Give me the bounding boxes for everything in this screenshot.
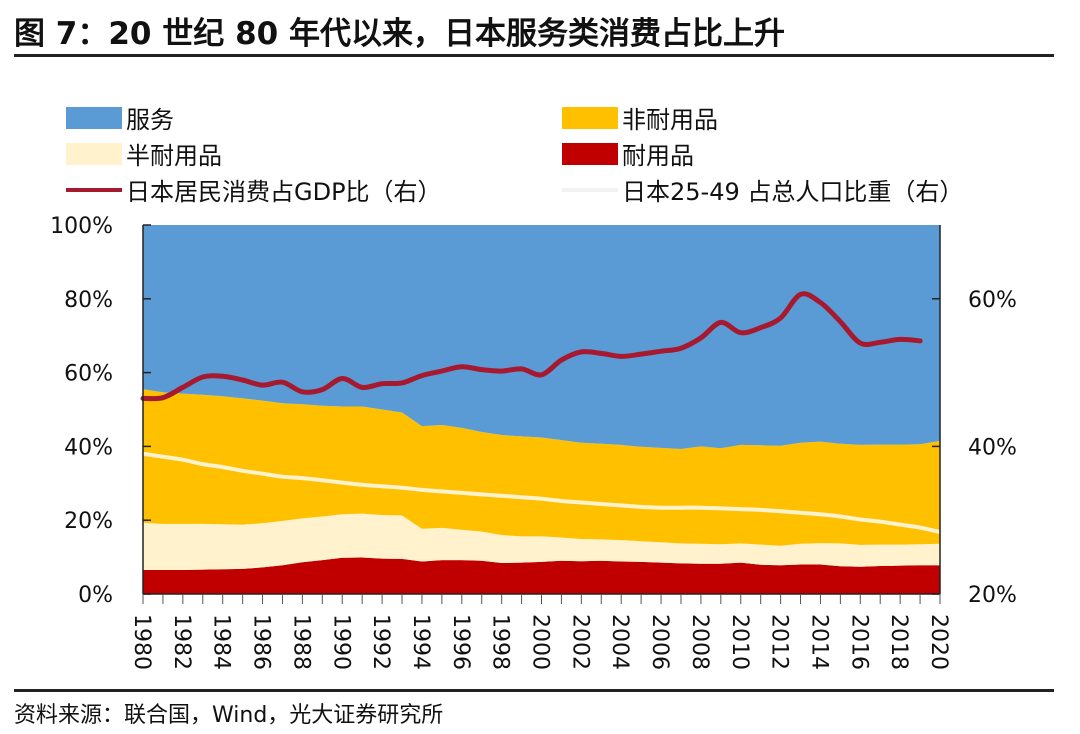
x-tick-label: 1998 — [488, 614, 513, 670]
x-tick-label: 1988 — [288, 614, 313, 670]
legend-label-nondurables: 非耐用品 — [622, 106, 718, 134]
legend-item-age-25-49: 日本25-49 占总人口比重（右） — [562, 172, 963, 207]
left-tick-label: 60% — [64, 362, 113, 387]
x-tick-label: 2008 — [687, 614, 712, 670]
legend-item-semidurables: 半耐用品 — [66, 136, 222, 171]
legend-item-consumption-gdp: 日本居民消费占GDP比（右） — [66, 172, 442, 207]
legend-item-durables: 耐用品 — [562, 136, 694, 171]
legend: 服务 非耐用品 半耐用品 耐用品 日本居民消费占GDP比（右） 日本25-49 … — [62, 96, 1042, 206]
legend-label-consumption-gdp: 日本居民消费占GDP比（右） — [126, 178, 442, 206]
x-tick-label: 2004 — [607, 614, 632, 670]
legend-item-services: 服务 — [66, 100, 174, 135]
x-tick-label: 1986 — [249, 614, 274, 670]
legend-item-nondurables: 非耐用品 — [562, 100, 718, 135]
source-divider — [14, 689, 1054, 692]
x-tick-label: 2000 — [528, 614, 553, 670]
left-tick-label: 100% — [50, 214, 113, 239]
x-tick-label: 1990 — [328, 614, 353, 670]
x-tick-label: 1982 — [169, 614, 194, 670]
x-tick-label: 2020 — [926, 614, 951, 670]
line-series — [140, 291, 942, 534]
x-tick-label: 1994 — [408, 614, 433, 670]
x-tick-label: 1992 — [368, 614, 393, 670]
x-tick-label: 2006 — [647, 614, 672, 670]
legend-label-services: 服务 — [126, 106, 174, 134]
legend-label-age-25-49: 日本25-49 占总人口比重（右） — [622, 178, 964, 206]
legend-label-durables: 耐用品 — [622, 142, 694, 170]
left-tick-label: 20% — [64, 509, 113, 534]
area-series-1 — [143, 513, 940, 570]
x-tick-label: 2018 — [886, 614, 911, 670]
title-divider — [14, 54, 1054, 57]
legend-swatch-semidurables — [66, 142, 122, 165]
left-tick-label: 0% — [78, 583, 113, 608]
left-tick-label: 40% — [64, 435, 113, 460]
left-tick-label: 80% — [64, 288, 113, 313]
x-tick-label: 2012 — [767, 614, 792, 670]
legend-swatch-durables — [562, 142, 618, 165]
right-tick-label: 60% — [968, 288, 1017, 313]
legend-label-semidurables: 半耐用品 — [126, 142, 222, 170]
axes: 0% 20% 40% 60% 80% 100% 20% 40% 60% 1980 1982 1984 1… — [50, 214, 1017, 670]
line-age-25-49-share — [141, 451, 942, 534]
right-tick-label: 40% — [968, 435, 1017, 460]
area-series-3 — [143, 225, 940, 449]
legend-line-age-25-49 — [562, 187, 618, 192]
area-series-0 — [143, 557, 940, 594]
area-series-2 — [143, 389, 940, 546]
stacked-areas — [143, 225, 940, 594]
x-tick-label: 2002 — [567, 614, 592, 670]
x-tick-label: 1980 — [129, 614, 154, 670]
x-tick-label: 2014 — [806, 614, 831, 670]
x-tick-label: 1984 — [209, 614, 234, 670]
right-tick-label: 20% — [968, 583, 1017, 608]
x-tick-label: 2016 — [846, 614, 871, 670]
x-tick-label: 2010 — [727, 614, 752, 670]
source-note: 资料来源：联合国，Wind，光大证券研究所 — [14, 703, 444, 728]
legend-swatch-nondurables — [562, 106, 618, 129]
line-consumption-gdp — [140, 291, 923, 402]
legend-line-consumption-gdp — [66, 187, 122, 192]
x-tick-label: 1996 — [448, 614, 473, 670]
legend-swatch-services — [66, 106, 122, 129]
chart-title: 图 7：20 世纪 80 年代以来，日本服务类消费占比上升 — [14, 16, 786, 52]
